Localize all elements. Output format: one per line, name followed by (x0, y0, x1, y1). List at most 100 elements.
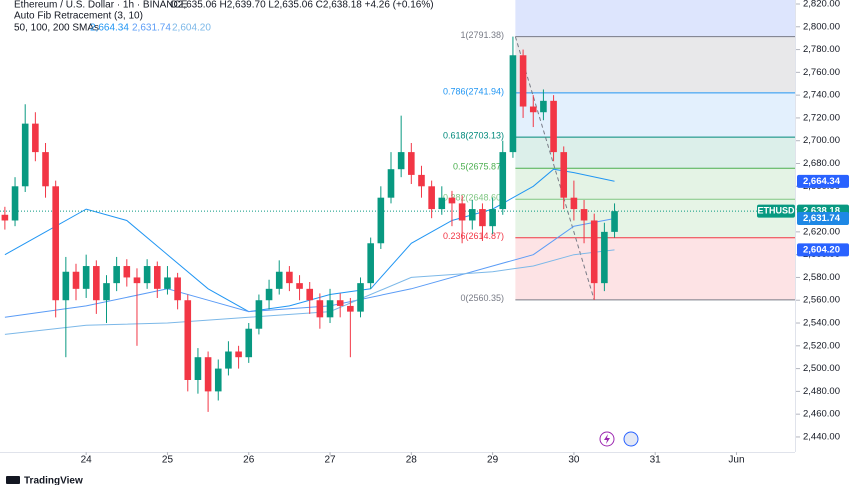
sma-line (4, 249, 615, 335)
y-tick-label: 2,700.00 (803, 135, 840, 146)
candle-body (377, 197, 385, 244)
flag-icon[interactable] (623, 431, 639, 447)
fib-label: 0(2560.35) (460, 293, 504, 303)
candle-body (82, 266, 90, 289)
x-tick-label: 31 (650, 455, 662, 466)
indicator-label: 50, 100, 200 SMAs (14, 23, 99, 34)
price-tag (797, 211, 849, 225)
price-tag (797, 174, 849, 188)
candle-body (468, 209, 476, 221)
y-tick-label: 2,560.00 (803, 295, 840, 306)
y-tick-label: 2,740.00 (803, 90, 840, 101)
candle-body (367, 243, 374, 284)
candle-body (347, 305, 354, 312)
ohlc: O2,635.06 H2,639.70 L2,635.06 C2,638.18 … (170, 0, 434, 11)
event-icon-bolt (604, 434, 610, 444)
y-tick-label: 2,760.00 (803, 67, 840, 78)
y-tick-label: 2,520.00 (803, 340, 840, 351)
price-tag-label: 2,664.34 (803, 176, 841, 187)
y-tick-label: 2,800.00 (803, 21, 840, 32)
y-tick-label: 2,620.00 (803, 226, 840, 237)
y-tick-label: 2,720.00 (803, 112, 840, 123)
symbol-tag (757, 204, 795, 218)
candle-body (448, 197, 456, 204)
candle-body (62, 271, 70, 301)
candle-body (408, 152, 415, 175)
candle-body (72, 271, 80, 289)
candle-body (529, 106, 537, 113)
fib-zone (515, 137, 795, 169)
sma-value: 2,664.34 (90, 23, 129, 34)
x-tick-label: 29 (487, 455, 499, 466)
logo: TradingView (6, 476, 83, 485)
x-tick-label: Jun (728, 455, 744, 466)
candle-body (164, 277, 171, 289)
x-tick-label: 24 (81, 455, 93, 466)
candle-body (336, 300, 344, 306)
y-tick-label: 2,540.00 (803, 318, 840, 329)
candle-body (21, 123, 29, 187)
sma-value: 2,604.20 (172, 23, 211, 34)
candle-body (214, 368, 222, 392)
candle-body (550, 100, 557, 153)
fib-zone (515, 0, 795, 37)
price-axis (796, 0, 852, 452)
x-tick-label: 27 (324, 455, 336, 466)
brand: TradingView (24, 476, 83, 485)
x-tick-label: 26 (243, 455, 255, 466)
candle-body (113, 266, 120, 284)
candle-body (265, 288, 273, 301)
candle-body (103, 283, 110, 301)
candle-body (184, 300, 192, 380)
candle-body (509, 55, 517, 153)
fib-zone (515, 36, 795, 93)
candle-body (357, 283, 364, 312)
symbol-tag-label: ETHUSD (757, 206, 795, 216)
x-tick-label: 28 (406, 455, 418, 466)
candle-body (387, 169, 395, 198)
candle-body (143, 266, 151, 284)
fib-zone (515, 168, 795, 200)
candle-body (133, 277, 141, 284)
candle-body (519, 55, 527, 107)
candle-body (590, 220, 598, 284)
candle-body (286, 271, 293, 284)
candle-body (428, 186, 435, 210)
fib-label: 0.5(2675.87) (453, 162, 504, 172)
y-tick-label: 2,480.00 (803, 386, 840, 397)
y-tick-label: 2,680.00 (803, 158, 840, 169)
candle-body (601, 231, 608, 284)
fib-zone (515, 92, 795, 138)
candle-body (418, 174, 425, 187)
price-tag-label: 2,604.20 (803, 244, 840, 255)
candle-body (255, 300, 263, 329)
fib-label: 0.382(2648.60) (443, 193, 504, 203)
candle-body (153, 266, 161, 289)
price-tag-label: 2,631.74 (803, 213, 841, 224)
candle-body (225, 351, 232, 369)
candle-body (397, 152, 405, 170)
candle-body (580, 209, 588, 221)
candle-body (11, 186, 19, 221)
x-tick-label: 25 (162, 455, 174, 466)
indicator-label: Auto Fib Retracement (3, 10) (14, 11, 143, 22)
candle-body (204, 357, 212, 392)
y-tick-label: 2,820.00 (803, 0, 840, 10)
candle-body (1, 214, 9, 221)
candle-body (174, 277, 181, 301)
candle-body (32, 123, 39, 153)
fib-label: 0.786(2741.94) (443, 86, 504, 96)
y-tick-label: 2,500.00 (803, 363, 840, 374)
candle-body (489, 209, 496, 227)
candle-body (194, 357, 202, 380)
candle-body (245, 328, 253, 358)
price-tag (797, 243, 849, 257)
sma-value: 2,631.74 (132, 23, 171, 34)
y-tick-label: 2,460.00 (803, 409, 840, 420)
candle-body (560, 152, 568, 198)
fib-label: 1(2791.38) (460, 30, 504, 40)
candle-body (438, 197, 446, 210)
x-tick-label: 30 (568, 455, 580, 466)
candle-body (458, 203, 466, 221)
